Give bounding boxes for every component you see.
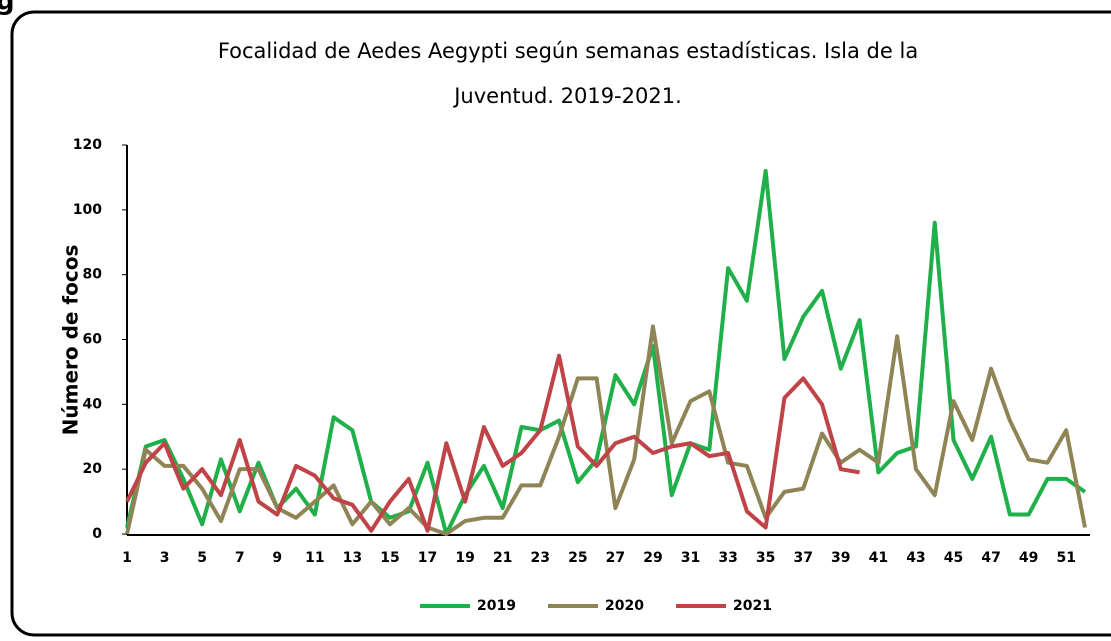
x-tick-label: 31: [681, 550, 700, 566]
x-tick-label: 51: [1056, 550, 1075, 566]
y-tick-label: 20: [83, 461, 103, 477]
y-tick-label: 40: [83, 396, 103, 412]
x-tick-label: 5: [197, 550, 207, 566]
x-tick-label: 9: [272, 550, 282, 566]
series-line: [125, 168, 1087, 536]
x-tick-label: 7: [235, 550, 245, 566]
x-tick-label: 13: [343, 550, 362, 566]
cropped-label: g: [0, 0, 15, 17]
y-tick-label: 60: [83, 332, 103, 348]
x-tick-label: 21: [493, 550, 512, 566]
x-tick-label: 29: [643, 550, 662, 566]
legend-label: 2019: [477, 598, 516, 614]
series-line: [125, 324, 1087, 536]
legend-label: 2021: [733, 598, 772, 614]
x-tick-label: 35: [756, 550, 775, 566]
x-tick-label: 25: [568, 550, 587, 566]
x-tick-label: 17: [418, 550, 437, 566]
x-tick-label: 41: [869, 550, 888, 566]
x-tick-label: 15: [380, 550, 399, 566]
y-tick-label: 100: [73, 202, 102, 218]
x-tick-label: 3: [160, 550, 170, 566]
y-axis-label: Número de focos: [59, 245, 83, 436]
x-tick-label: 27: [606, 550, 625, 566]
x-tick-label: 43: [906, 550, 925, 566]
x-tick-label: 23: [531, 550, 550, 566]
x-tick-label: 11: [305, 550, 324, 566]
x-tick-label: 19: [455, 550, 474, 566]
chart-title: Juventud. 2019-2021.: [452, 84, 682, 108]
x-tick-label: 39: [831, 550, 850, 566]
x-tick-label: 47: [981, 550, 1000, 566]
x-tick-label: 49: [1019, 550, 1038, 566]
frame: [10, 10, 1111, 637]
x-tick-label: 45: [944, 550, 963, 566]
y-tick-label: 80: [83, 267, 103, 283]
legend-label: 2020: [605, 598, 644, 614]
x-tick-label: 33: [718, 550, 737, 566]
chart-title: Focalidad de Aedes Aegypti según semanas…: [218, 39, 918, 63]
x-tick-label: 37: [793, 550, 812, 566]
x-tick-label: 1: [122, 550, 132, 566]
y-tick-label: 0: [92, 526, 102, 542]
y-tick-label: 120: [73, 137, 102, 153]
series-line: [125, 353, 860, 533]
